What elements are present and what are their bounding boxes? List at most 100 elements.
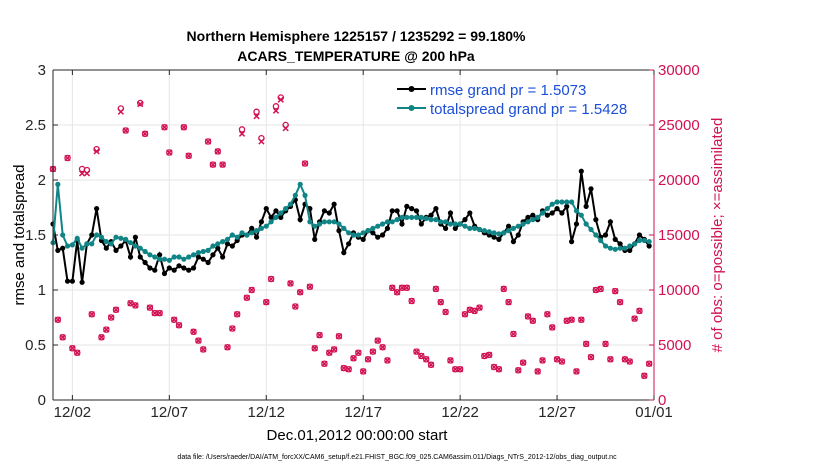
totalspread-point [370, 225, 376, 231]
rmse-point [157, 252, 163, 258]
totalspread-point [350, 232, 357, 238]
rmse-point [627, 247, 633, 253]
obs-possible-marker [379, 343, 386, 351]
totalspread-point [535, 214, 541, 220]
rmse-point [312, 236, 318, 242]
totalspread-point [297, 181, 303, 187]
totalspread-point [84, 241, 90, 247]
obs-possible-marker [243, 294, 251, 301]
rmse-point [229, 243, 235, 249]
totalspread-point [530, 217, 536, 223]
obs-assimilated-marker [379, 344, 386, 351]
obs-possible-marker [524, 313, 532, 320]
rmse-point [394, 208, 400, 214]
totalspread-point [476, 226, 483, 233]
x-tick-label: 12/22 [441, 404, 479, 421]
obs-possible-marker [98, 334, 105, 341]
rmse-point [404, 203, 410, 209]
totalspread-point [452, 221, 458, 227]
obs-assimilated-marker [505, 298, 512, 306]
y-tick-labels: 0 0.5 1 1.5 2 2.5 3 [25, 62, 46, 409]
totalspread-point [268, 219, 274, 225]
obs-assimilated-marker [636, 307, 643, 315]
obs-possible-marker [287, 280, 294, 287]
obs-assimilated-marker [234, 311, 241, 318]
totalspread-point [176, 254, 182, 260]
y-tick-label: 0 [38, 392, 46, 409]
obs-assimilated-marker [549, 324, 556, 331]
legend-rmse-label: rmse grand pr = 1.5073 [430, 82, 586, 99]
totalspread-point [467, 225, 473, 231]
obs-possible-marker [539, 357, 546, 364]
totalspread-point [147, 252, 153, 258]
obs-assimilated-marker [78, 170, 86, 177]
obs-assimilated-marker [204, 138, 212, 145]
y-axis-label: rmse and totalspread [11, 165, 28, 306]
totalspread-point [418, 214, 424, 220]
totalspread-point [564, 199, 570, 205]
obs-assimilated-marker [185, 152, 192, 159]
rmse-point [190, 265, 197, 271]
obs-possible-marker [229, 325, 236, 332]
totalspread-point [646, 239, 652, 245]
obs-assimilated-marker [418, 352, 425, 360]
rmse-point [346, 241, 352, 247]
rmse-point [452, 225, 458, 231]
obs-assimilated-marker [132, 302, 139, 309]
totalspread-point [501, 230, 507, 236]
obs-assimilated-marker [563, 317, 570, 324]
obs-possible-marker [408, 297, 415, 305]
rmse-point [360, 236, 366, 242]
rmse-point [55, 247, 61, 253]
y-tick-label: 2.5 [25, 117, 46, 134]
legend: rmse grand pr = 1.5073 totalspread grand… [397, 82, 627, 118]
obs-possible-marker [510, 330, 517, 338]
rmse-point [389, 208, 395, 214]
obs-possible-marker [461, 310, 469, 318]
rmse-point [127, 254, 134, 260]
obs-assimilated-marker [340, 364, 347, 372]
obs-assimilated-marker [631, 315, 638, 322]
obs-possible-marker [73, 349, 81, 356]
rmse-point [593, 217, 599, 223]
totalspread-point [433, 217, 439, 223]
totalspread-point [195, 250, 202, 256]
obs-assimilated-marker [616, 298, 624, 306]
obs-assimilated-marker [306, 283, 314, 290]
totalspread-point [346, 230, 352, 236]
totalspread-point [491, 230, 497, 236]
obs-possible-marker [238, 126, 246, 133]
totalspread-point [137, 245, 143, 251]
obs-possible-marker [190, 328, 197, 336]
obs-possible-marker [335, 332, 343, 340]
obs-possible-marker [219, 161, 226, 168]
rmse-point [263, 206, 269, 212]
obs-possible-marker [311, 345, 318, 352]
obs-possible-marker [641, 372, 648, 380]
obs-possible-marker [582, 340, 590, 348]
rmse-point [142, 259, 148, 266]
rmse-point [166, 265, 172, 271]
rmse-point [176, 263, 182, 269]
totalspread-point [113, 234, 119, 240]
x-tick-labels: 12/02 12/07 12/12 12/17 12/22 12/27 01/01 [54, 404, 673, 421]
rmse-point [379, 232, 386, 238]
totalspread-point [496, 231, 502, 237]
obs-possible-marker [485, 351, 493, 359]
obs-assimilated-marker [282, 125, 289, 132]
totalspread-point [273, 214, 279, 220]
x-tick-label: 12/27 [538, 404, 576, 421]
obs-assimilated-marker [263, 298, 270, 306]
obs-possible-marker [607, 356, 614, 363]
obs-assimilated-marker [524, 313, 532, 320]
rmse-point [646, 243, 652, 249]
obs-possible-marker [156, 309, 163, 317]
obs-assimilated-marker [602, 340, 609, 348]
obs-possible-marker [548, 324, 556, 331]
obs-possible-marker [345, 365, 352, 373]
legend-spread-marker [408, 105, 415, 111]
obs-assimilated-marker [297, 289, 304, 296]
obs-possible-marker [185, 152, 192, 160]
obs-assimilated-marker [495, 366, 503, 373]
